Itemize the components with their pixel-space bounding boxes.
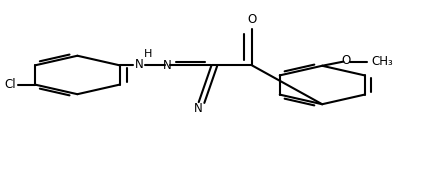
Text: N: N (163, 59, 171, 72)
Text: O: O (247, 13, 257, 26)
Text: CH₃: CH₃ (371, 55, 393, 68)
Text: H: H (144, 49, 152, 60)
Text: N: N (135, 58, 144, 71)
Text: N: N (194, 102, 203, 115)
Text: O: O (341, 54, 350, 67)
Text: Cl: Cl (4, 78, 16, 91)
